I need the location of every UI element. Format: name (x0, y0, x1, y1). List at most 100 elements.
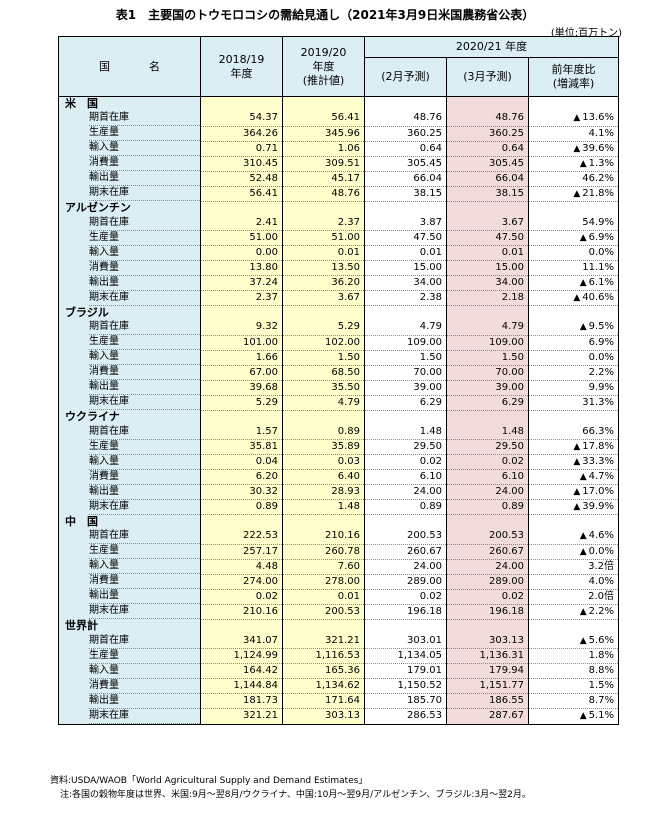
value-cell-feb: 3.87 (364, 215, 447, 231)
country-group-row: 世界計 (58, 619, 620, 634)
change-value: 0.0% (588, 545, 615, 557)
value-cell-y1: 9.32 (200, 320, 283, 336)
empty-cell (364, 96, 447, 111)
table-row: 輸出量 39.68 35.50 39.00 39.00 9.9% (58, 380, 620, 396)
row-label-cell: 生産量 (58, 439, 201, 455)
value-cell-y2: 200.53 (282, 604, 365, 620)
change-value: 9.9% (588, 381, 615, 393)
row-label: 輸入量 (89, 455, 200, 470)
value-cell-feb: 6.29 (364, 395, 447, 411)
row-label-cell: 消費量 (58, 469, 201, 485)
header-yoy-rate: (増減率) (552, 77, 595, 90)
header-feb-forecast: (2月予測) (364, 57, 447, 97)
value-cell-y2: 1,134.62 (282, 678, 365, 694)
value-cell-feb: 2.38 (364, 290, 447, 306)
change-value: 0.0% (588, 247, 615, 258)
change-value: 6.1% (588, 277, 615, 288)
decrease-triangle-icon: ▲ (579, 233, 587, 243)
value-cell-y2: 1,116.53 (282, 648, 365, 664)
row-label: 期首在庫 (89, 320, 200, 335)
row-label: 消費量 (89, 470, 200, 485)
value-cell-y2: 1.48 (282, 499, 365, 515)
value-cell-feb: 39.00 (364, 380, 447, 396)
value-cell-y1: 310.45 (200, 156, 283, 172)
change-value: 33.3% (582, 456, 615, 467)
empty-cell (200, 514, 283, 529)
value-cell-feb: 109.00 (364, 335, 447, 351)
table-row: 輸入量 4.48 7.60 24.00 24.00 3.2倍 (58, 559, 620, 575)
table-row: 期末在庫 2.37 3.67 2.38 2.18 ▲ 40.6% (58, 290, 620, 306)
value-cell-y2: 2.37 (282, 215, 365, 231)
row-label-cell: 消費量 (58, 156, 201, 171)
decrease-triangle-icon: ▲ (573, 457, 581, 467)
value-cell-y2: 303.13 (282, 708, 365, 725)
change-value: 8.8% (588, 665, 615, 676)
value-cell-y1: 164.42 (200, 663, 283, 679)
row-label: 生産量 (89, 335, 200, 350)
table-row: 期首在庫 2.41 2.37 3.87 3.67 54.9% (58, 215, 620, 231)
country-group-row: 米 国 (58, 96, 620, 111)
table-row: 輸出量 52.48 45.17 66.04 66.04 46.2% (58, 171, 620, 187)
row-label: 期末在庫 (89, 395, 200, 410)
value-cell-feb: 47.50 (364, 230, 447, 246)
change-value: 4.0% (588, 575, 615, 587)
empty-cell (282, 514, 365, 529)
row-label-cell: 期首在庫 (58, 633, 201, 649)
row-label: 生産量 (89, 544, 200, 559)
row-label: 輸出量 (89, 380, 200, 395)
row-label: 消費量 (89, 365, 200, 380)
row-label: 輸入量 (89, 664, 200, 679)
value-cell-y2: 51.00 (282, 230, 365, 246)
table-row: 消費量 67.00 68.50 70.00 70.00 2.2% (58, 365, 620, 381)
country-name: 中 国 (58, 514, 201, 529)
value-cell-feb: 1.50 (364, 350, 447, 366)
empty-cell (282, 410, 365, 425)
row-label: 期末在庫 (89, 291, 200, 306)
value-cell-mar: 24.00 (446, 559, 529, 575)
value-cell-mar: 38.15 (446, 186, 529, 202)
row-label-cell: 消費量 (58, 574, 201, 589)
change-value: 54.9% (582, 216, 615, 228)
table-row: 期末在庫 5.29 4.79 6.29 6.29 31.3% (58, 395, 620, 411)
value-cell-y1: 1,124.99 (200, 648, 283, 664)
change-cell: 46.2% (527, 171, 620, 187)
change-cell: 54.9% (527, 215, 620, 231)
change-value: 1.3% (588, 157, 615, 169)
header-yoy-change: 前年度比 (増減率) (527, 57, 620, 97)
value-cell-feb: 1.48 (364, 424, 447, 440)
country-name: ブラジル (58, 305, 201, 320)
value-cell-y1: 37.24 (200, 275, 283, 291)
country-group-row: ウクライナ (58, 410, 620, 425)
empty-cell (527, 619, 620, 634)
row-label: 消費量 (89, 679, 200, 694)
header-2018-19: 2018/19 年度 (200, 36, 283, 97)
change-value: 13.6% (582, 112, 615, 124)
change-cell: 6.9% (527, 335, 620, 351)
decrease-triangle-icon: ▲ (573, 442, 581, 452)
value-cell-y1: 56.41 (200, 186, 283, 202)
decrease-triangle-icon: ▲ (579, 531, 587, 542)
row-label: 期末在庫 (89, 500, 200, 515)
row-label: 輸入量 (89, 246, 200, 261)
empty-cell (364, 201, 447, 216)
value-cell-y1: 210.16 (200, 604, 283, 620)
row-label-cell: 輸出量 (58, 484, 201, 500)
value-cell-mar: 0.02 (446, 454, 529, 470)
value-cell-y2: 48.76 (282, 186, 365, 202)
value-cell-mar: 0.02 (446, 589, 529, 605)
value-cell-mar: 3.67 (446, 215, 529, 231)
row-label-cell: 輸出量 (58, 693, 201, 709)
change-cell: ▲ 6.1% (527, 275, 620, 291)
change-value: 4.7% (588, 471, 615, 482)
value-cell-feb: 1,150.52 (364, 678, 447, 694)
table-row: 輸出量 0.02 0.01 0.02 0.02 2.0倍 (58, 589, 620, 605)
corn-supply-demand-table: 国 名 2018/19 年度 2019/20 年度 (推計値) 2020/21 … (58, 36, 620, 725)
change-value: 2.2% (588, 605, 615, 617)
header-2020-21: 2020/21 年度 (363, 36, 620, 58)
row-label: 生産量 (89, 440, 200, 455)
change-value: 4.1% (588, 127, 615, 139)
table-row: 輸入量 0.00 0.01 0.01 0.01 0.0% (58, 245, 620, 261)
value-cell-mar: 4.79 (446, 320, 529, 336)
change-cell: 8.8% (527, 663, 620, 679)
empty-cell (364, 305, 447, 320)
